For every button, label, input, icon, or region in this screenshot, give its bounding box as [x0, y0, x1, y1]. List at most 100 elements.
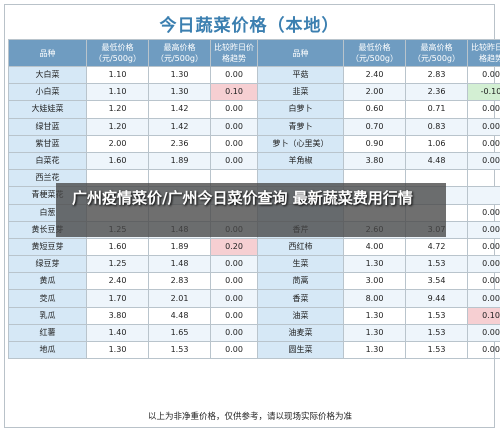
vegetable-name-cell: 地瓜: [8, 340, 87, 360]
table-row: 黄瓜 2.40 2.83 0.00 茼蒿 3.00 3.54 0.00: [8, 272, 500, 291]
price-cell: 1.65: [148, 323, 211, 343]
column-header: 品种: [8, 39, 87, 67]
price-cell: 1.42: [148, 100, 211, 119]
price-cell: 0.00: [467, 255, 500, 274]
table-row: 绿甘蓝 1.20 1.42 0.00 青萝卜 0.70 0.83 0.00: [8, 117, 500, 136]
table-row: 地瓜 1.30 1.53 0.00 圆生菜 1.30 1.53 0.00: [8, 340, 500, 360]
table-row: 西兰花: [8, 169, 500, 188]
price-cell: 1.53: [405, 255, 468, 274]
price-cell: 1.25: [86, 255, 149, 274]
vegetable-name-cell: 茭瓜: [8, 289, 87, 308]
price-cell: 4.48: [405, 151, 468, 171]
price-cell: 2.01: [148, 289, 211, 308]
price-cell: 1.30: [148, 65, 211, 85]
price-cell: -0.10: [467, 83, 500, 102]
vegetable-name-cell: 油麦菜: [257, 323, 344, 343]
price-cell: 1.53: [405, 340, 468, 360]
table-row: 白菜花 1.60 1.89 0.00 羊角椒 3.80 4.48 0.00: [8, 151, 500, 171]
vegetable-name-cell: 红薯: [8, 323, 87, 343]
price-cell: 2.36: [405, 83, 468, 102]
price-cell: 1.10: [86, 83, 149, 102]
price-cell: 0.00: [210, 65, 258, 85]
price-cell: 3.80: [86, 306, 149, 325]
headline-text: 广州疫情菜价/广州今日菜价查询 最新蔬菜费用行情: [72, 189, 413, 207]
vegetable-name-cell: 圆生菜: [257, 340, 344, 360]
price-cell: 0.00: [210, 272, 258, 291]
price-cell: 0.00: [467, 203, 500, 222]
price-cell: 0.00: [467, 220, 500, 239]
price-cell: 3.54: [405, 272, 468, 291]
price-cell: 0.00: [210, 255, 258, 274]
price-cell: 0.00: [210, 289, 258, 308]
price-cell: 8.00: [343, 289, 406, 308]
price-cell: [467, 186, 500, 205]
vegetable-name-cell: 大娃娃菜: [8, 100, 87, 119]
table-row: 红薯 1.40 1.65 0.00 油麦菜 1.30 1.53 0.00: [8, 323, 500, 343]
price-cell: 4.72: [405, 237, 468, 257]
vegetable-name-cell: 白菜花: [8, 151, 87, 171]
vegetable-name-cell: [257, 169, 344, 188]
price-cell: 0.00: [467, 151, 500, 171]
price-cell: 0.00: [467, 272, 500, 291]
headline-overlay: [56, 183, 446, 237]
table-header-row: 品种 最低价格（元/500g） 最高价格（元/500g） 比较昨日价格趋势 品种 最低价格…: [8, 39, 500, 67]
price-cell: 1.06: [405, 134, 468, 153]
price-cell: 0.90: [343, 134, 406, 153]
vegetable-name-cell: 绿甘蓝: [8, 117, 87, 136]
price-cell: 1.70: [86, 289, 149, 308]
price-cell: 1.20: [86, 117, 149, 136]
vegetable-name-cell: 羊角椒: [257, 151, 344, 171]
column-header: 品种: [257, 39, 344, 67]
column-header: 最高价格（元/500g）: [405, 39, 468, 67]
price-cell: 0.00: [467, 323, 500, 343]
table-row: 乳瓜 3.80 4.48 0.00 油菜 1.30 1.53 0.10: [8, 306, 500, 325]
price-cell: 0.00: [210, 151, 258, 171]
price-cell: 9.44: [405, 289, 468, 308]
vegetable-name-cell: 西红柿: [257, 237, 344, 257]
price-cell: 2.83: [405, 65, 468, 85]
price-cell: 0.00: [210, 100, 258, 119]
vegetable-name-cell: 萝卜（心里美）: [257, 134, 344, 153]
price-cell: 1.60: [86, 151, 149, 171]
price-cell: 4.00: [343, 237, 406, 257]
table-row: 茭瓜 1.70 2.01 0.00 香菜 8.00 9.44 0.00: [8, 289, 500, 308]
price-cell: 0.71: [405, 100, 468, 119]
vegetable-name-cell: 茼蒿: [257, 272, 344, 291]
price-cell: 0.00: [467, 65, 500, 85]
vegetable-name-cell: 香菜: [257, 289, 344, 308]
price-cell: 0.00: [467, 117, 500, 136]
vegetable-name-cell: 韭菜: [257, 83, 344, 102]
price-cell: 2.00: [86, 134, 149, 153]
price-cell: 4.48: [148, 306, 211, 325]
price-cell: 1.40: [86, 323, 149, 343]
price-cell: 0.00: [210, 306, 258, 325]
column-header: 比较昨日价格趋势: [210, 39, 258, 67]
price-cell: 1.20: [86, 100, 149, 119]
price-cell: 2.83: [148, 272, 211, 291]
price-cell: 1.53: [405, 323, 468, 343]
price-table: 品种 最低价格（元/500g） 最高价格（元/500g） 比较昨日价格趋势 品种 最低价格…: [8, 39, 500, 360]
column-header: 比较昨日价格趋势: [467, 39, 500, 67]
table-row: 绿豆芽 1.25 1.48 0.00 生菜 1.30 1.53 0.00: [8, 255, 500, 274]
price-cell: 0.00: [467, 340, 500, 360]
price-cell: 2.40: [86, 272, 149, 291]
column-header: 最低价格（元/500g）: [86, 39, 149, 67]
table-row: 大娃娃菜 1.20 1.42 0.00 白萝卜 0.60 0.71 0.00: [8, 100, 500, 119]
vegetable-name-cell: 黄瓜: [8, 272, 87, 291]
price-cell: 0.00: [467, 134, 500, 153]
column-header: 最低价格（元/500g）: [343, 39, 406, 67]
price-cell: 1.89: [148, 151, 211, 171]
price-cell: 1.30: [148, 83, 211, 102]
price-cell: 0.00: [210, 117, 258, 136]
price-cell: 0.00: [210, 340, 258, 360]
table-row: 黄短豆芽 1.60 1.89 0.20 西红柿 4.00 4.72 0.00: [8, 237, 500, 257]
price-cell: 1.53: [405, 306, 468, 325]
table-row: 紫甘蓝 2.00 2.36 0.00 萝卜（心里美） 0.90 1.06 0.00: [8, 134, 500, 153]
price-cell: 2.00: [343, 83, 406, 102]
price-cell: 0.10: [467, 306, 500, 325]
price-cell: 0.83: [405, 117, 468, 136]
price-cell: 0.00: [210, 323, 258, 343]
vegetable-name-cell: 小白菜: [8, 83, 87, 102]
price-cell: 0.00: [467, 100, 500, 119]
vegetable-name-cell: 平菇: [257, 65, 344, 85]
